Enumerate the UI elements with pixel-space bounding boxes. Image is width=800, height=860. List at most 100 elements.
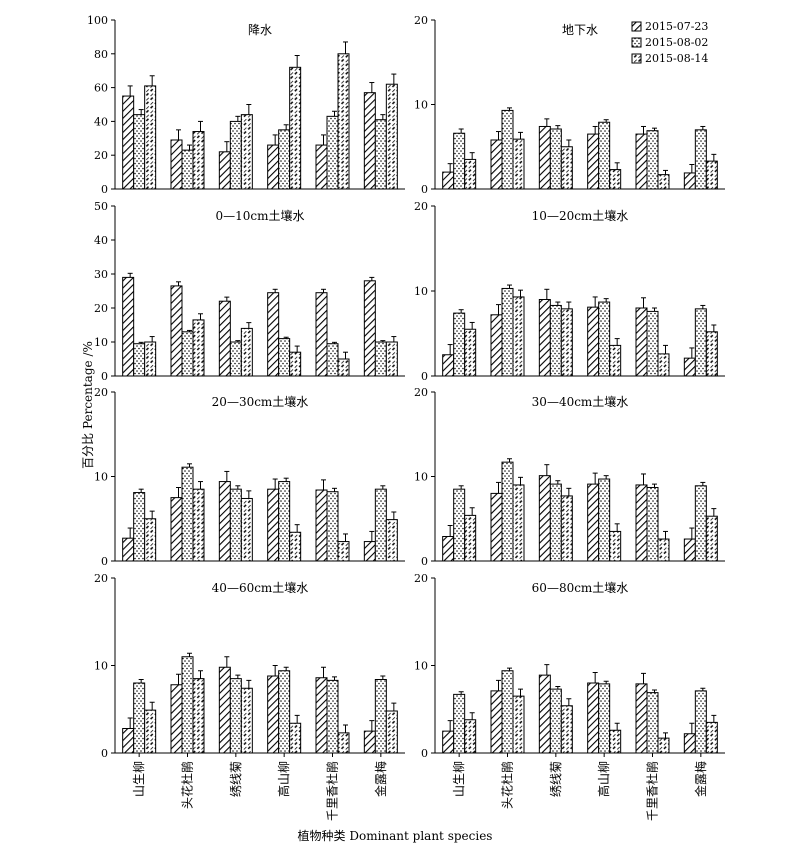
bar [609,344,622,377]
y-tick-label: 10 [94,660,108,673]
x-axis-label: 植物种类 Dominant plant species [298,828,493,843]
y-tick-label: 10 [414,660,428,673]
bar [363,92,376,190]
bar [705,515,718,562]
bar [267,144,280,190]
bar [385,341,398,377]
bar [315,677,328,754]
bar [218,300,231,377]
panel-title: 降水 [248,23,272,37]
bar [587,306,600,377]
y-tick-label: 80 [94,48,108,61]
bar [192,488,205,562]
panel-6: 0 10 20 30—40cm土壤水 [414,386,725,568]
bar [278,129,291,190]
panel-title: 地下水 [562,23,598,37]
y-tick-label: 20 [414,200,428,213]
bar [609,169,622,190]
bar [363,541,376,562]
legend-label: 2015-08-02 [645,36,708,49]
y-tick-label: 0 [421,183,428,196]
bar [218,481,231,562]
bar [192,319,205,377]
bar [170,285,183,377]
bar [374,341,387,377]
category-label: 山生柳 [132,761,146,797]
bar [453,488,466,562]
y-tick-label: 10 [414,99,428,112]
bar [133,682,146,754]
category-label: 高山柳 [596,761,611,797]
bar [657,353,670,377]
y-tick-label: 20 [414,386,428,399]
bar [385,519,398,562]
bar [218,151,231,190]
bar [181,466,194,562]
y-tick-label: 30 [94,268,108,281]
bar [289,66,302,190]
panel-1: 0 20 40 60 80 100 降水 [87,14,405,196]
panel-title: 30—40cm土壤水 [532,394,629,409]
bar [598,121,611,190]
bar [587,682,600,754]
y-tick-label: 20 [94,572,108,585]
bar [683,357,696,377]
panel-title: 40—60cm土壤水 [212,580,309,595]
bar [326,115,339,190]
bar [289,722,302,754]
bar [609,530,622,562]
bar [442,535,455,562]
y-tick-label: 20 [94,386,108,399]
bar [646,486,659,562]
bar [144,85,157,190]
bar [326,343,339,377]
bar [442,354,455,377]
category-label: 千里香杜鹃 [645,761,660,821]
panel-3: 0 10 20 30 40 50 0—10cm土壤水 [94,200,405,383]
bar [587,483,600,562]
y-tick-label: 10 [414,471,428,484]
bar [240,327,253,377]
bar [549,688,562,754]
category-label: 高山柳 [276,761,291,797]
bar [229,120,242,190]
panel-title: 0—10cm土壤水 [215,208,304,223]
y-tick-label: 20 [414,14,428,27]
bar [464,719,477,754]
bar [122,276,135,377]
bar [512,484,525,562]
bar [133,343,146,377]
panel-title: 60—80cm土壤水 [532,580,629,595]
bar [560,146,573,190]
bar [385,83,398,190]
bar [363,280,376,377]
bar [694,129,707,190]
bar [490,139,503,190]
bar [538,299,551,377]
bar [278,338,291,377]
bar [560,495,573,562]
y-tick-label: 0 [101,747,108,760]
panel-title: 10—20cm土壤水 [532,208,629,223]
bar [694,308,707,377]
category-label: 绣线菊 [229,761,243,797]
category-label: 绣线菊 [549,761,563,797]
bar [657,538,670,562]
bar [501,670,514,754]
bar [267,292,280,377]
bar [363,730,376,754]
bar [549,128,562,190]
bar [170,497,183,562]
y-tick-label: 10 [94,471,108,484]
bar [560,705,573,754]
bar [218,666,231,754]
bar [464,514,477,562]
bar [501,287,514,377]
legend-label: 2015-07-23 [645,20,708,33]
category-label: 千里香杜鹃 [325,761,340,821]
bar [289,351,302,377]
bar [512,296,525,377]
bar [181,149,194,190]
